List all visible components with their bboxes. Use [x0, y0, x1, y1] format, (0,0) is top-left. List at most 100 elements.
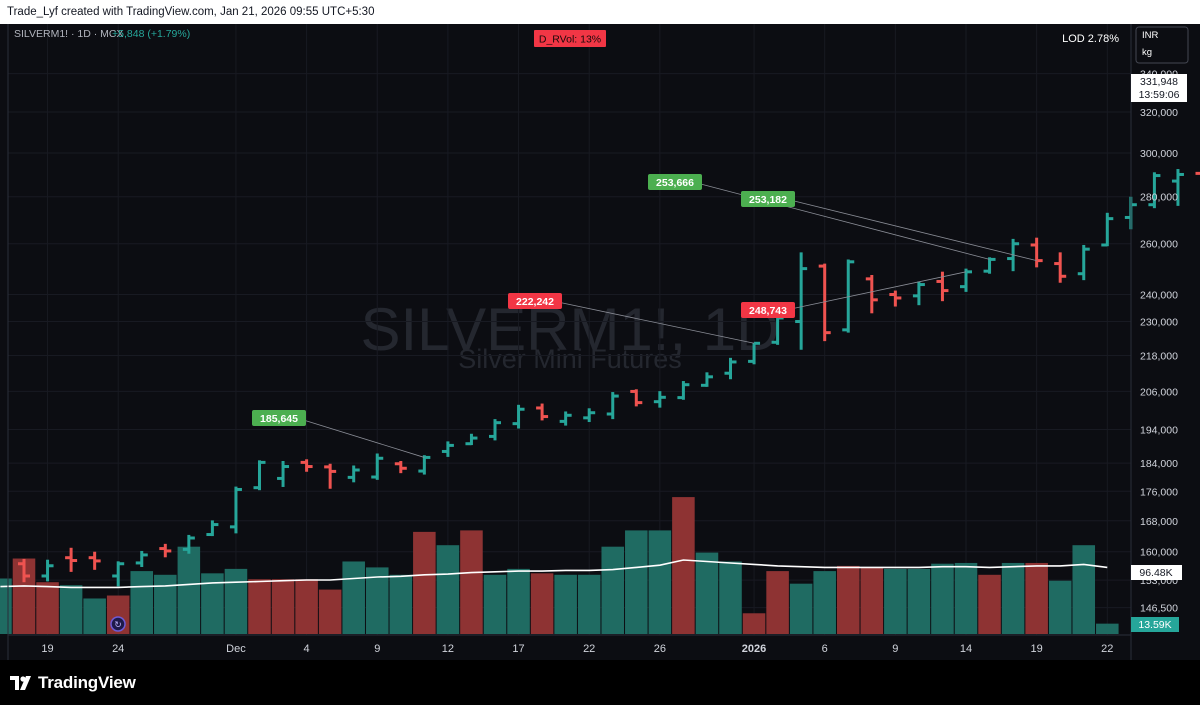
volume-bar — [436, 545, 460, 634]
ohlc-bar — [865, 275, 878, 314]
volume-bar — [954, 562, 978, 634]
ohlc-bar — [229, 486, 242, 534]
price-axis-label: 206,000 — [1140, 386, 1178, 398]
volume-bar — [672, 497, 695, 634]
callout-label: 253,666 — [656, 177, 694, 189]
price-axis-label: 160,000 — [1140, 547, 1178, 559]
price-axis-label: 240,000 — [1140, 290, 1178, 302]
watermark-symbol: SILVERM1!, 1D — [360, 296, 779, 363]
ohlc-bar — [182, 534, 195, 554]
currency-label[interactable]: INR — [1142, 30, 1159, 41]
time-axis[interactable]: 19 24 Dec 4 9 12 17 22 26 2026 6 9 14 19 22 — [41, 643, 1113, 655]
volume-bar — [271, 579, 295, 634]
symbol-change: +5,848 (+1.79%) — [112, 28, 190, 40]
time-axis-label: 26 — [654, 643, 666, 655]
ohlc-bar — [559, 411, 572, 426]
volume-bar — [201, 573, 224, 634]
ohlc-bar — [1054, 252, 1067, 283]
currency-unit-box[interactable] — [1135, 26, 1189, 64]
volume-bar — [130, 571, 154, 634]
volume-bar — [695, 552, 719, 634]
price-axis-label: 176,000 — [1140, 486, 1178, 498]
price-chart[interactable]: SILVERM1!, 1D Silver Mini Futures 185,64… — [0, 24, 1200, 660]
price-axis-label: 300,000 — [1140, 148, 1178, 160]
time-axis-label: 14 — [960, 643, 972, 655]
ohlc-bar — [18, 558, 30, 583]
tradingview-logo-icon — [10, 676, 31, 690]
volume-ma-tag — [1131, 565, 1182, 580]
volume-bar — [83, 598, 106, 634]
volume-bar — [530, 573, 554, 634]
ohlc-bar — [1077, 244, 1090, 281]
time-axis-label: 17 — [512, 643, 524, 655]
ohlc-bar — [748, 341, 761, 365]
bar-countdown: 13:59:06 — [1139, 89, 1180, 101]
ohlc-bar — [677, 381, 690, 400]
ohlc-bar — [795, 252, 808, 350]
ohlc-bar — [41, 559, 54, 582]
ohlc-bar — [842, 259, 855, 333]
ohlc-bar — [112, 561, 125, 587]
callout-box — [508, 293, 562, 309]
price-axis-label: 260,000 — [1140, 239, 1178, 251]
rvol-badge: D_RVol: 13% — [539, 34, 601, 46]
volume-bar — [177, 546, 201, 634]
ohlc-bar — [277, 461, 290, 487]
volume-bar — [59, 585, 83, 634]
price-callouts: 185,645 222,242 253,666 253,182 248,743 — [252, 174, 1037, 458]
volume-bar — [224, 568, 248, 634]
volume-bar — [719, 561, 742, 634]
price-axis-label: 280,000 — [1140, 192, 1178, 204]
price-axis-label: 218,000 — [1140, 351, 1178, 363]
volume-ma-value: 96.48K — [1139, 567, 1172, 579]
volume-bar — [507, 568, 530, 634]
ohlc-bar — [912, 281, 925, 306]
callout-label: 222,242 — [516, 296, 554, 308]
ohlc-bar — [441, 441, 454, 457]
ohlc-bar — [724, 357, 737, 380]
volume-bar — [742, 613, 766, 634]
callout-label: 185,645 — [260, 413, 298, 425]
ohlc-bar — [960, 268, 972, 292]
volume-bar — [365, 567, 389, 634]
ohlc-bar — [536, 403, 549, 421]
volume-bar — [318, 589, 342, 634]
time-axis-label: 2026 — [742, 643, 766, 655]
volume-bar — [413, 531, 436, 634]
attribution-bar: Trade_Lyf created with TradingView.com, … — [0, 0, 1200, 24]
chart-panel[interactable]: SILVERM1!, 1D Silver Mini Futures 185,64… — [0, 24, 1200, 660]
volume-ma-line — [0, 559, 1108, 589]
volume-bar — [601, 546, 625, 634]
price-axis[interactable]: 340,000320,000300,000280,000260,000240,0… — [1140, 69, 1178, 615]
callout-leader — [785, 271, 967, 311]
last-price-value: 331,948 — [1140, 76, 1178, 88]
volume-tag — [1131, 617, 1179, 632]
time-axis-label: 9 — [374, 643, 380, 655]
volume-bar — [766, 571, 789, 634]
callout-leader — [692, 181, 990, 260]
tradingview-logo[interactable]: TradingView — [10, 672, 136, 694]
volume-bar — [860, 567, 884, 634]
ohlc-bar — [1171, 169, 1184, 206]
ohlc-bar — [65, 547, 78, 572]
ohlc-bars — [18, 169, 1200, 587]
ohlc-bar — [653, 391, 666, 408]
price-axis-label: 320,000 — [1140, 107, 1178, 119]
callout-leader — [552, 300, 755, 344]
ohlc-bar — [300, 459, 313, 472]
callout-label: 253,182 — [749, 194, 787, 206]
ohlc-bar — [606, 392, 619, 420]
ohlc-bar — [347, 465, 360, 483]
unit-label[interactable]: kg — [1142, 47, 1152, 58]
ohlc-bar — [394, 461, 407, 474]
price-axis-label: 230,000 — [1140, 317, 1178, 329]
callout-leader — [785, 198, 1037, 261]
time-axis-label: Dec — [226, 643, 246, 655]
ohlc-bar — [206, 520, 219, 537]
price-axis-label: 168,000 — [1140, 516, 1178, 528]
volume-bar — [1048, 580, 1072, 634]
volume-bar — [577, 574, 601, 634]
ohlc-bar — [489, 419, 501, 441]
event-marker-icon[interactable] — [110, 616, 126, 632]
symbol-legend[interactable]: SILVERM1! · 1D · MCX — [14, 28, 124, 40]
